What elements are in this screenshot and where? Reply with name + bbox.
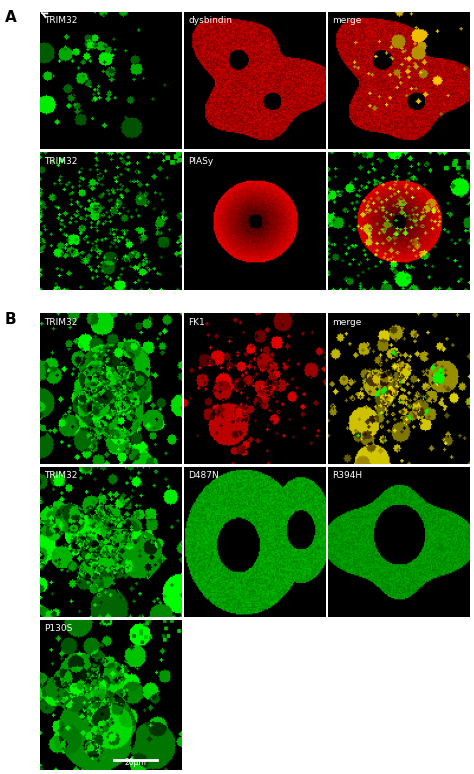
Text: PIASy: PIASy	[188, 156, 213, 166]
Text: P130S: P130S	[45, 625, 73, 633]
Text: A: A	[5, 10, 17, 25]
Text: D487N: D487N	[188, 471, 219, 480]
Text: B: B	[5, 312, 17, 327]
Text: merge: merge	[332, 318, 361, 327]
Text: TRIM32: TRIM32	[45, 15, 78, 25]
Text: TRIM32: TRIM32	[45, 156, 78, 166]
Text: FK1: FK1	[188, 318, 205, 327]
Text: merge: merge	[332, 15, 361, 25]
Text: TRIM32: TRIM32	[45, 318, 78, 327]
Text: 20μm: 20μm	[124, 758, 146, 767]
Text: R394H: R394H	[332, 471, 362, 480]
Text: dysbindin: dysbindin	[188, 15, 232, 25]
Text: TRIM32: TRIM32	[45, 471, 78, 480]
